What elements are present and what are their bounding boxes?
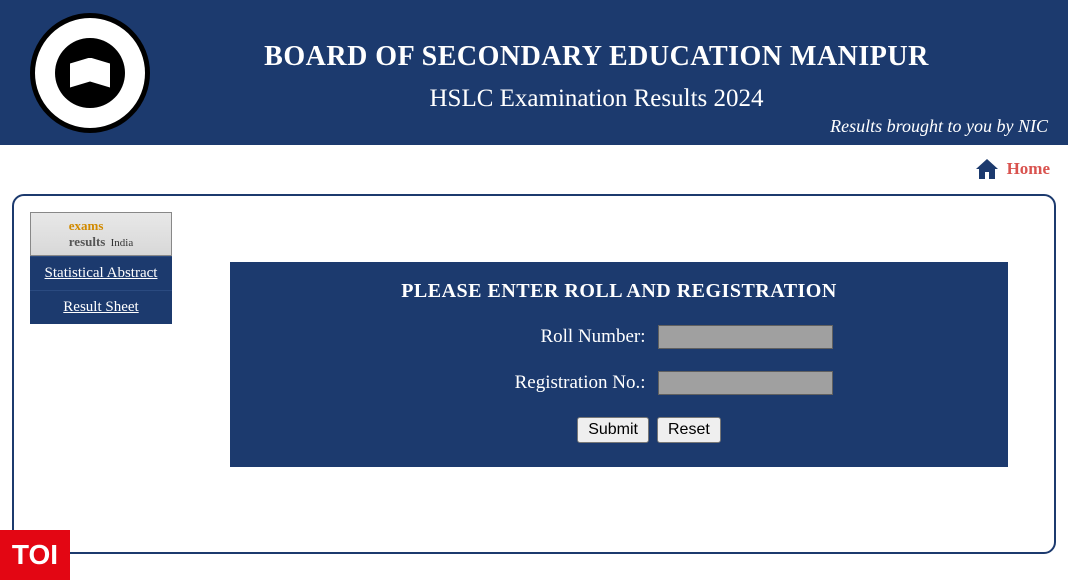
content-panel: exams results India Statistical Abstract… [12, 194, 1056, 554]
roll-number-row: Roll Number: [230, 325, 1008, 349]
home-label: Home [1007, 159, 1050, 179]
submit-button[interactable]: Submit [577, 417, 649, 443]
buttons-row: Submit Reset [230, 417, 1008, 443]
header-credit: Results brought to you by NIC [830, 116, 1048, 137]
form-title: PLEASE ENTER ROLL AND REGISTRATION [230, 280, 1008, 303]
header-title: BOARD OF SECONDARY EDUCATION MANIPUR [155, 41, 1038, 73]
sidebar: exams results India Statistical Abstract… [30, 212, 172, 324]
logo-word-india: India [111, 237, 134, 249]
sidebar-item-statistical-abstract[interactable]: Statistical Abstract [30, 256, 172, 290]
sidebar-item-result-sheet[interactable]: Result Sheet [30, 290, 172, 324]
header-texts: BOARD OF SECONDARY EDUCATION MANIPUR HSL… [155, 33, 1068, 113]
board-logo [25, 8, 155, 138]
home-icon [973, 157, 1001, 181]
registration-row: Registration No.: [230, 371, 1008, 395]
reset-button[interactable]: Reset [657, 417, 721, 443]
top-nav: Home [0, 145, 1068, 194]
registration-label: Registration No.: [406, 372, 646, 394]
registration-input[interactable] [658, 371, 833, 395]
roll-number-input[interactable] [658, 325, 833, 349]
toi-badge: TOI [0, 530, 70, 580]
page-header: BOARD OF SECONDARY EDUCATION MANIPUR HSL… [0, 0, 1068, 145]
exams-results-logo: exams results India [30, 212, 172, 256]
roll-number-label: Roll Number: [406, 326, 646, 348]
header-subtitle: HSLC Examination Results 2024 [155, 85, 1038, 113]
home-link[interactable]: Home [973, 157, 1050, 181]
logo-word-exams: exams [69, 218, 104, 233]
book-icon [70, 58, 110, 88]
logo-inner [55, 38, 125, 108]
logo-word-results: results [69, 234, 106, 249]
logo-circle [30, 13, 150, 133]
search-form-panel: PLEASE ENTER ROLL AND REGISTRATION Roll … [230, 262, 1008, 467]
